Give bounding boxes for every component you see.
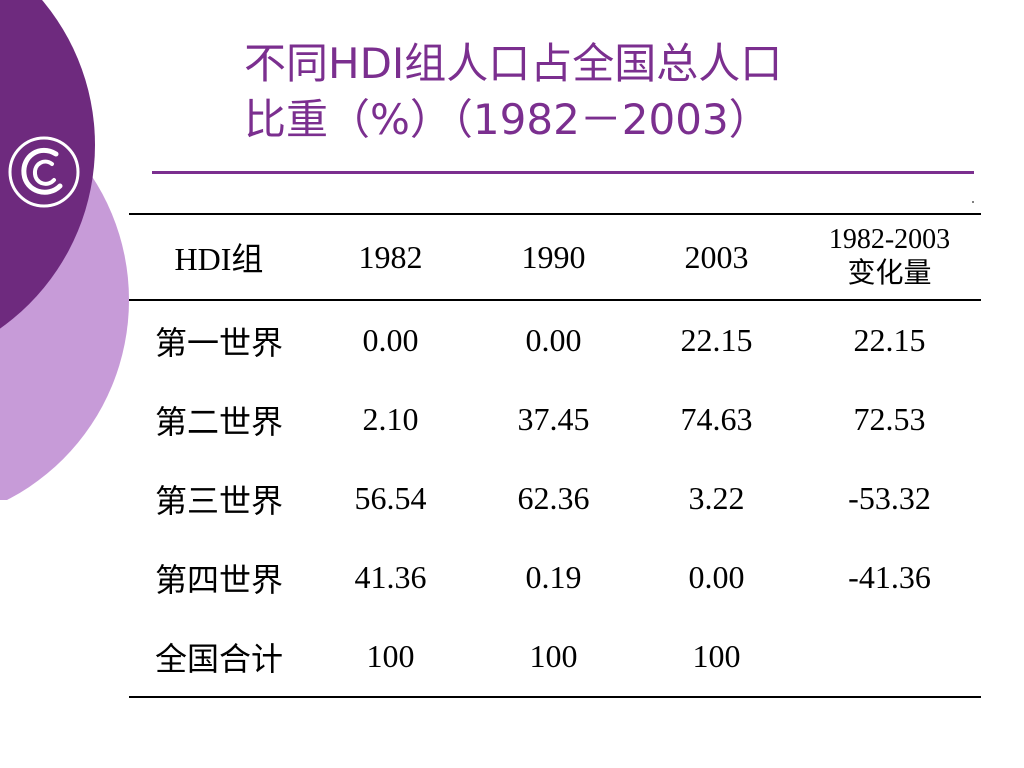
cell-1990: 62.36 [517,480,590,516]
cell-change: -41.36 [848,559,931,595]
cell-2003: 22.15 [680,322,753,358]
cell-group: 第二世界 [154,403,283,440]
cell-change: 72.53 [853,401,926,437]
table-row: 第四世界 41.36 0.19 0.00 -41.36 [129,538,981,617]
divider-dot [972,201,974,203]
cell-change [798,617,981,698]
header-1990: 1990 [472,213,635,301]
cell-group: 全国合计 [129,617,309,698]
cell-2003: 100 [635,617,798,698]
cell-group: 第三世界 [154,482,283,519]
header-1982: 1982 [309,213,472,301]
cell-1982: 100 [309,617,472,698]
cell-group: 第四世界 [154,561,283,598]
cell-1982: 56.54 [354,480,427,516]
header-hdi-group: HDI组 [129,213,309,301]
cell-1990: 100 [472,617,635,698]
cell-2003: 0.00 [688,559,745,595]
header-2003: 2003 [635,213,798,301]
slide-title: 不同HDI组人口占全国总人口 比重（%）（1982－2003） [244,36,944,148]
table-row: 第二世界 2.10 37.45 74.63 72.53 [129,380,981,459]
cell-change: 22.15 [853,322,926,358]
cell-1982: 0.00 [362,322,419,358]
header-change-range: 1982-2003 [828,224,951,255]
title-divider [152,171,974,174]
cell-1990: 0.00 [525,322,582,358]
cell-1990: 0.19 [525,559,582,595]
decorative-circles [0,0,129,500]
cell-1982: 2.10 [362,401,419,437]
cell-group: 第一世界 [154,324,283,361]
cell-2003: 3.22 [688,480,745,516]
slide-title-line1: 不同HDI组人口占全国总人口 [244,39,783,88]
dark-purple-circle [0,0,95,329]
table-header-row: HDI组 1982 1990 2003 1982-2003 变化量 [129,213,981,301]
cell-change: -53.32 [848,480,931,516]
table-body: 第一世界 0.00 0.00 22.15 22.15 第二世界 2.10 37.… [129,300,981,698]
cell-1982: 41.36 [354,559,427,595]
hdi-population-table: HDI组 1982 1990 2003 1982-2003 变化量 第一世界 0… [129,213,981,698]
slide-title-line2: 比重（%）（1982－2003） [244,95,771,144]
cell-1990: 37.45 [517,401,590,437]
cell-2003: 74.63 [680,401,753,437]
table-header: HDI组 1982 1990 2003 1982-2003 变化量 [129,213,981,301]
table-row: 全国合计 100 100 100 [129,617,981,698]
swirl-logo-icon [8,136,80,208]
table-row: 第一世界 0.00 0.00 22.15 22.15 [129,300,981,380]
header-change: 1982-2003 变化量 [798,213,981,301]
header-change-label: 变化量 [847,258,932,289]
table-row: 第三世界 56.54 62.36 3.22 -53.32 [129,459,981,538]
